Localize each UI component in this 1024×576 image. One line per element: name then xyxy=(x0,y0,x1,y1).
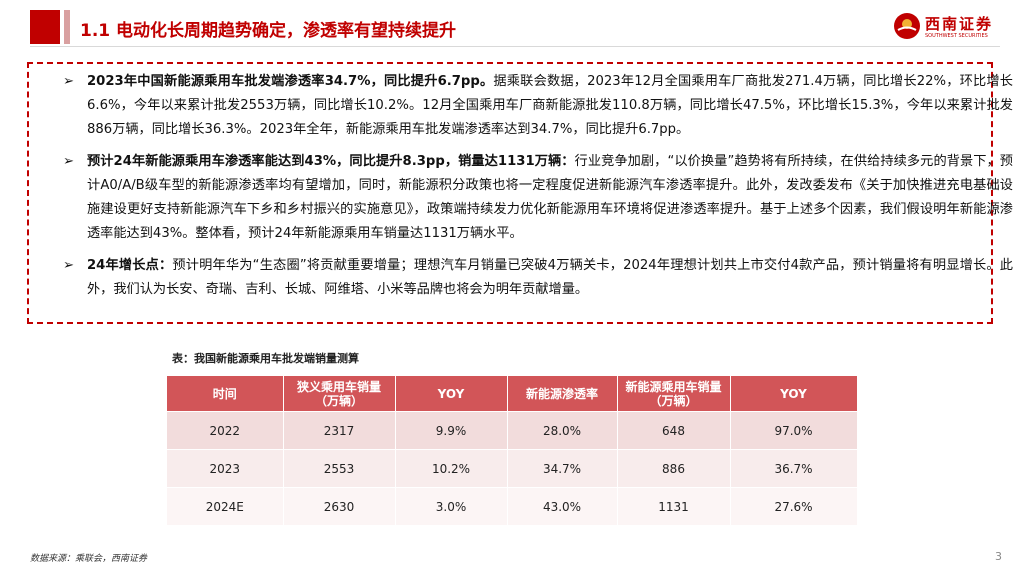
table-cell: 36.7% xyxy=(730,449,858,488)
header-block xyxy=(30,10,60,44)
table-cell: 2022 xyxy=(167,411,284,450)
table-cell: 97.0% xyxy=(730,411,858,450)
table-cell: 28.0% xyxy=(507,411,618,450)
page-number: 3 xyxy=(995,550,1002,563)
title: 1.1 电动化长周期趋势确定，渗透率有望持续提升 xyxy=(80,21,457,41)
table-cell: 10.2% xyxy=(395,449,508,488)
table-caption: 表：我国新能源乘用车批发端销量测算 xyxy=(172,352,359,365)
logo-icon xyxy=(894,13,920,39)
bullet-lead: 24年增长点： xyxy=(87,258,173,273)
bullet-body: 据乘联会数据，2023年12月全国乘用车厂商批发271.4万辆，同比增长22%，… xyxy=(87,74,1013,137)
table-cell: 3.0% xyxy=(395,487,508,525)
source: 数据来源：乘联会，西南证券 xyxy=(30,554,148,564)
logo-subtext: SOUTHWEST SECURITIES xyxy=(925,33,988,39)
column-header: 狭义乘用车销量（万辆） xyxy=(283,376,396,412)
column-header: 时间 xyxy=(167,376,284,412)
bullet-body: 预计明年华为“生态圈”将贡献重要增量；理想汽车月销量已突破4万辆关卡，2024年… xyxy=(87,258,1013,297)
table-cell: 9.9% xyxy=(395,411,508,450)
bullet-body: 行业竞争加剧，“以价换量”趋势将有所持续，在供给持续多元的背景下，预计A0/A/… xyxy=(87,154,1013,241)
header-rule xyxy=(30,46,1000,47)
table-cell: 2024E xyxy=(167,487,284,525)
summary-box: ➢ 2023年中国新能源乘用车批发端渗透率34.7%，同比提升6.7pp。据乘联会… xyxy=(27,62,1013,324)
table-cell: 43.0% xyxy=(507,487,618,525)
table-cell: 648 xyxy=(617,411,731,450)
data-table: 时间 狭义乘用车销量（万辆） YOY 新能源渗透率 新能源乘用车销量（万辆） YOY 20… xyxy=(167,376,858,525)
bullet: ➢ 24年增长点：预计明年华为“生态圈”将贡献重要增量；理想汽车月销量已突破4万辆… xyxy=(63,258,1013,297)
header-block xyxy=(64,10,70,44)
table-cell: 886 xyxy=(617,449,731,488)
table-cell: 2317 xyxy=(283,411,396,450)
bullet-lead: 预计24年新能源乘用车渗透率能达到43%，同比提升8.3pp，销量达1131万辆… xyxy=(87,154,575,169)
column-header: 新能源渗透率 xyxy=(507,376,618,412)
column-header: YOY xyxy=(395,376,508,412)
table-cell: 1131 xyxy=(617,487,731,525)
bullet-lead: 2023年中国新能源乘用车批发端渗透率34.7%，同比提升6.7pp。 xyxy=(87,74,494,89)
table-row: 2022 2317 9.9% 28.0% 648 97.0% xyxy=(167,411,858,450)
table-cell: 2023 xyxy=(167,449,284,488)
bullet: ➢ 2023年中国新能源乘用车批发端渗透率34.7%，同比提升6.7pp。据乘联会… xyxy=(63,74,1013,137)
logo-text: 西南证券 xyxy=(925,15,994,33)
column-header: 新能源乘用车销量（万辆） xyxy=(617,376,731,412)
bullet: ➢ 预计24年新能源乘用车渗透率能达到43%，同比提升8.3pp，销量达1131万… xyxy=(63,154,1013,241)
table-row: 2024E 2630 3.0% 43.0% 1131 27.6% xyxy=(167,487,858,525)
table-row: 2023 2553 10.2% 34.7% 886 36.7% xyxy=(167,449,858,488)
column-header: YOY xyxy=(730,376,858,412)
table-cell: 34.7% xyxy=(507,449,618,488)
table-cell: 2553 xyxy=(283,449,396,488)
table-cell: 2630 xyxy=(283,487,396,525)
table-cell: 27.6% xyxy=(730,487,858,525)
